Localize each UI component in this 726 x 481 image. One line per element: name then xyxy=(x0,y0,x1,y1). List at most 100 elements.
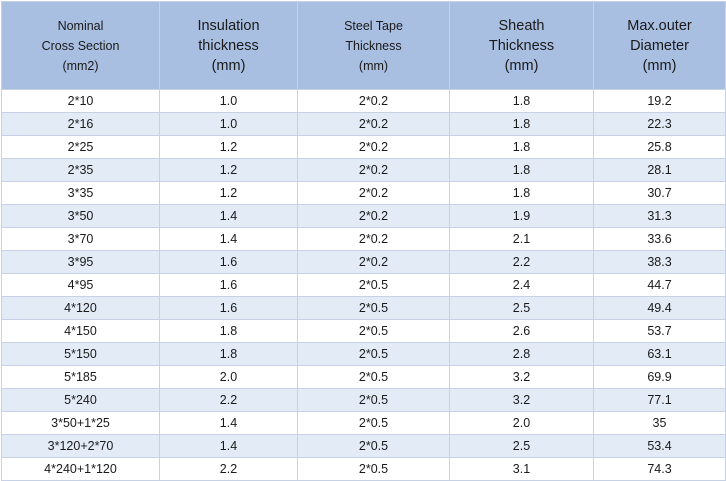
cell-insulation-thickness: 1.0 xyxy=(159,112,298,136)
header-line: Cross Section xyxy=(41,38,120,53)
cell-cross-section: 2*16 xyxy=(1,112,160,136)
cell-insulation-thickness: 1.2 xyxy=(159,135,298,159)
cell-sheath-thickness: 1.8 xyxy=(449,112,594,136)
table-row: 5*150 1.8 2*0.5 2.8 63.1 xyxy=(1,342,726,366)
table-row: 5*185 2.0 2*0.5 3.2 69.9 xyxy=(1,365,726,389)
cell-max-outer-diameter: 44.7 xyxy=(593,273,726,297)
table-body: 2*10 1.0 2*0.2 1.8 19.2 2*16 1.0 2*0.2 1.8 22.3 2*… xyxy=(1,89,726,481)
table-row: 2*25 1.2 2*0.2 1.8 25.8 xyxy=(1,135,726,159)
cell-insulation-thickness: 1.0 xyxy=(159,89,298,113)
cell-max-outer-diameter: 53.4 xyxy=(593,434,726,458)
cell-steel-tape-thickness: 2*0.5 xyxy=(297,411,450,435)
cell-sheath-thickness: 2.1 xyxy=(449,227,594,251)
cell-sheath-thickness: 1.8 xyxy=(449,89,594,113)
header-line: (mm) xyxy=(642,57,677,74)
cell-max-outer-diameter: 25.8 xyxy=(593,135,726,159)
header-line: Diameter xyxy=(630,37,689,54)
cell-steel-tape-thickness: 2*0.2 xyxy=(297,112,450,136)
cell-max-outer-diameter: 38.3 xyxy=(593,250,726,274)
header-line: (mm) xyxy=(211,57,246,74)
cell-cross-section: 2*35 xyxy=(1,158,160,182)
cell-cross-section: 5*240 xyxy=(1,388,160,412)
table-row: 3*95 1.6 2*0.2 2.2 38.3 xyxy=(1,250,726,274)
header-steel-tape-thickness: Steel Tape Thickness (mm) xyxy=(297,1,450,90)
header-line: Nominal xyxy=(57,18,104,33)
header-line: (mm) xyxy=(358,58,389,73)
cell-max-outer-diameter: 53.7 xyxy=(593,319,726,343)
table-row: 4*120 1.6 2*0.5 2.5 49.4 xyxy=(1,296,726,320)
cell-insulation-thickness: 1.4 xyxy=(159,434,298,458)
table-row: 2*10 1.0 2*0.2 1.8 19.2 xyxy=(1,89,726,113)
cell-sheath-thickness: 1.8 xyxy=(449,181,594,205)
table-row: 2*35 1.2 2*0.2 1.8 28.1 xyxy=(1,158,726,182)
cell-sheath-thickness: 2.4 xyxy=(449,273,594,297)
cell-steel-tape-thickness: 2*0.5 xyxy=(297,319,450,343)
table-row: 3*50 1.4 2*0.2 1.9 31.3 xyxy=(1,204,726,228)
cell-insulation-thickness: 1.6 xyxy=(159,273,298,297)
cell-sheath-thickness: 2.0 xyxy=(449,411,594,435)
cell-steel-tape-thickness: 2*0.5 xyxy=(297,457,450,481)
cell-sheath-thickness: 3.1 xyxy=(449,457,594,481)
header-sheath-thickness: Sheath Thickness (mm) xyxy=(449,1,594,90)
header-cross-section: Nominal Cross Section (mm2) xyxy=(1,1,160,90)
cell-sheath-thickness: 3.2 xyxy=(449,388,594,412)
cell-max-outer-diameter: 49.4 xyxy=(593,296,726,320)
table-row: 4*240+1*120 2.2 2*0.5 3.1 74.3 xyxy=(1,457,726,481)
cell-insulation-thickness: 1.2 xyxy=(159,181,298,205)
cell-max-outer-diameter: 28.1 xyxy=(593,158,726,182)
header-line: Thickness xyxy=(488,37,555,54)
cell-cross-section: 4*150 xyxy=(1,319,160,343)
cell-cross-section: 3*35 xyxy=(1,181,160,205)
table-row: 3*70 1.4 2*0.2 2.1 33.6 xyxy=(1,227,726,251)
cell-insulation-thickness: 1.4 xyxy=(159,204,298,228)
header-line: Max.outer xyxy=(627,17,692,34)
cell-steel-tape-thickness: 2*0.5 xyxy=(297,296,450,320)
header-line: (mm2) xyxy=(62,58,99,73)
cell-max-outer-diameter: 69.9 xyxy=(593,365,726,389)
cell-max-outer-diameter: 77.1 xyxy=(593,388,726,412)
cell-sheath-thickness: 2.5 xyxy=(449,296,594,320)
cell-insulation-thickness: 1.6 xyxy=(159,250,298,274)
cell-insulation-thickness: 2.0 xyxy=(159,365,298,389)
header-line: thickness xyxy=(198,37,259,54)
cell-sheath-thickness: 1.8 xyxy=(449,135,594,159)
cell-max-outer-diameter: 22.3 xyxy=(593,112,726,136)
cell-insulation-thickness: 1.6 xyxy=(159,296,298,320)
cell-cross-section: 4*95 xyxy=(1,273,160,297)
cell-steel-tape-thickness: 2*0.5 xyxy=(297,365,450,389)
table-row: 3*35 1.2 2*0.2 1.8 30.7 xyxy=(1,181,726,205)
cell-cross-section: 2*25 xyxy=(1,135,160,159)
cell-max-outer-diameter: 31.3 xyxy=(593,204,726,228)
cell-max-outer-diameter: 74.3 xyxy=(593,457,726,481)
cell-sheath-thickness: 2.6 xyxy=(449,319,594,343)
cell-sheath-thickness: 3.2 xyxy=(449,365,594,389)
cell-cross-section: 5*185 xyxy=(1,365,160,389)
cell-cross-section: 3*95 xyxy=(1,250,160,274)
header-line: (mm) xyxy=(504,57,539,74)
cell-cross-section: 4*240+1*120 xyxy=(1,457,160,481)
cell-steel-tape-thickness: 2*0.5 xyxy=(297,342,450,366)
table-row: 5*240 2.2 2*0.5 3.2 77.1 xyxy=(1,388,726,412)
table-row: 2*16 1.0 2*0.2 1.8 22.3 xyxy=(1,112,726,136)
cell-steel-tape-thickness: 2*0.2 xyxy=(297,89,450,113)
cell-sheath-thickness: 2.2 xyxy=(449,250,594,274)
table-row: 3*120+2*70 1.4 2*0.5 2.5 53.4 xyxy=(1,434,726,458)
cell-steel-tape-thickness: 2*0.2 xyxy=(297,181,450,205)
cell-steel-tape-thickness: 2*0.5 xyxy=(297,273,450,297)
header-max-outer-diameter: Max.outer Diameter (mm) xyxy=(593,1,726,90)
table-header: Nominal Cross Section (mm2) Insulation thick… xyxy=(1,1,726,90)
cell-steel-tape-thickness: 2*0.2 xyxy=(297,250,450,274)
cell-max-outer-diameter: 30.7 xyxy=(593,181,726,205)
cell-max-outer-diameter: 33.6 xyxy=(593,227,726,251)
header-line: Insulation xyxy=(197,17,260,34)
cell-steel-tape-thickness: 2*0.2 xyxy=(297,158,450,182)
header-insulation-thickness: Insulation thickness (mm) xyxy=(159,1,298,90)
cell-insulation-thickness: 2.2 xyxy=(159,457,298,481)
cell-sheath-thickness: 2.5 xyxy=(449,434,594,458)
cell-steel-tape-thickness: 2*0.5 xyxy=(297,434,450,458)
header-line: Steel Tape xyxy=(344,18,403,33)
table-row: 4*95 1.6 2*0.5 2.4 44.7 xyxy=(1,273,726,297)
header-row: Nominal Cross Section (mm2) Insulation thick… xyxy=(1,1,726,90)
cell-max-outer-diameter: 35 xyxy=(593,411,726,435)
cell-cross-section: 3*120+2*70 xyxy=(1,434,160,458)
